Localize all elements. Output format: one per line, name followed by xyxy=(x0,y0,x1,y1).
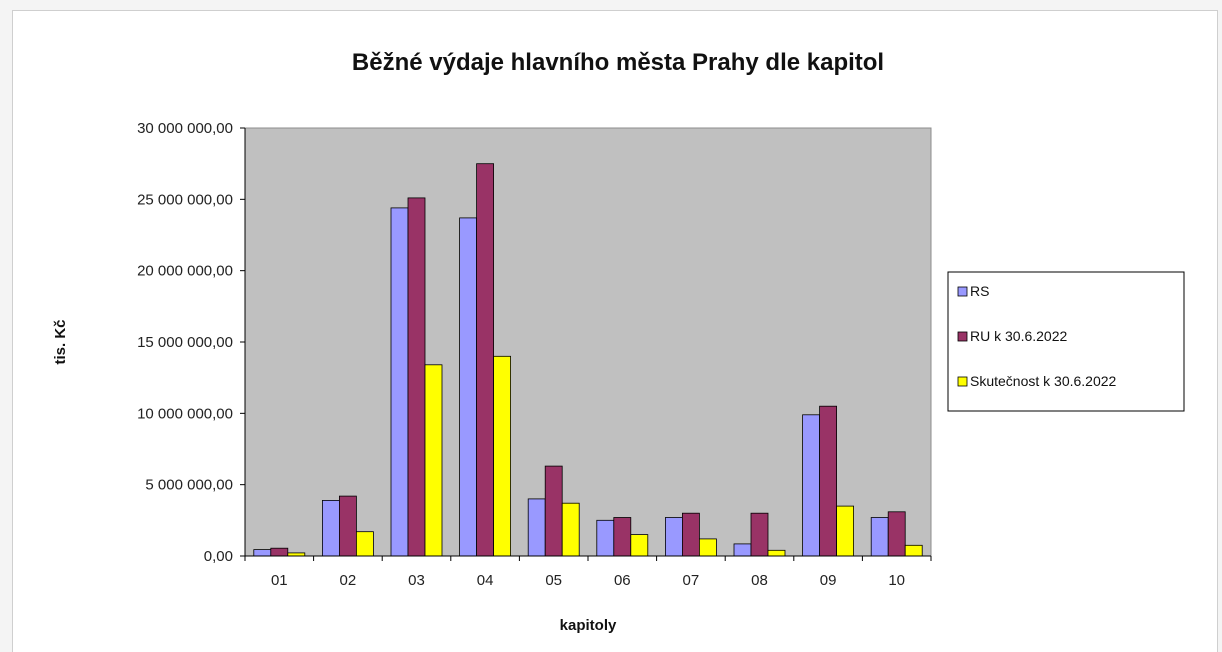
bar-series-2-cat-01 xyxy=(270,547,289,557)
legend-items: RS RU k 30.6.2022 Skutečnost k 30.6.2022 xyxy=(957,283,1117,389)
bar-series-1-cat-10 xyxy=(870,517,889,557)
y-tick-label: 5 000 000,00 xyxy=(145,477,233,494)
legend-label-1: RS xyxy=(970,283,989,299)
x-tick-label: 04 xyxy=(477,572,494,589)
bar-series-3-cat-02 xyxy=(355,531,374,557)
bar-series-1-cat-02 xyxy=(321,499,340,557)
x-tick-label: 10 xyxy=(888,572,905,589)
legend-swatch-3 xyxy=(957,376,968,387)
bar-series-3-cat-04 xyxy=(493,355,512,557)
y-tick-label: 20 000 000,00 xyxy=(137,263,233,280)
x-tick-label: 05 xyxy=(545,572,562,589)
bar-series-2-cat-08 xyxy=(750,512,769,557)
bar-series-2-cat-03 xyxy=(407,197,426,557)
bar-series-3-cat-03 xyxy=(424,364,443,557)
x-tick-label: 08 xyxy=(751,572,768,589)
x-tick-label: 07 xyxy=(683,572,700,589)
y-axis-label: tis. Kč xyxy=(52,319,69,364)
legend-box xyxy=(947,271,1185,412)
bar-series-3-cat-08 xyxy=(767,549,786,557)
bar-series-3-cat-10 xyxy=(904,544,923,557)
legend-label-2: RU k 30.6.2022 xyxy=(970,328,1067,344)
bar-series-3-cat-07 xyxy=(699,538,717,557)
bar-series-3-cat-06 xyxy=(630,534,649,557)
legend: RS RU k 30.6.2022 Skutečnost k 30.6.2022 xyxy=(947,271,1185,412)
bar-series-1-cat-04 xyxy=(459,217,478,557)
chart-title: Běžné výdaje hlavního města Prahy dle ka… xyxy=(352,49,884,76)
bar-series-2-cat-05 xyxy=(544,465,563,557)
legend-swatch-1 xyxy=(957,286,968,297)
y-tick-label: 30 000 000,00 xyxy=(137,120,233,137)
bar-series-1-cat-05 xyxy=(527,498,546,557)
bars-layer xyxy=(253,163,923,557)
x-tick-label: 02 xyxy=(340,572,357,589)
bar-series-1-cat-09 xyxy=(802,414,820,557)
x-tick-label: 03 xyxy=(408,572,425,589)
y-tick-label: 10 000 000,00 xyxy=(137,405,233,422)
bar-series-2-cat-04 xyxy=(476,163,495,557)
y-tick-label: 0,00 xyxy=(204,548,233,565)
y-tick-label: 25 000 000,00 xyxy=(137,191,233,208)
legend-swatch-2 xyxy=(957,331,968,342)
bar-series-2-cat-10 xyxy=(887,511,906,557)
x-tick-label: 01 xyxy=(271,572,288,589)
bar-series-1-cat-03 xyxy=(390,207,409,557)
ticks-layer: 0,00 5 000 000,00 10 000 000,00 15 000 000,… xyxy=(137,120,932,589)
bar-series-2-cat-06 xyxy=(613,517,632,557)
bar-series-2-cat-02 xyxy=(338,495,357,557)
bar-series-2-cat-09 xyxy=(819,405,837,557)
bar-series-1-cat-07 xyxy=(665,517,683,557)
bar-series-1-cat-08 xyxy=(733,543,752,557)
bar-series-2-cat-07 xyxy=(682,512,700,557)
bar-series-3-cat-09 xyxy=(836,505,854,557)
x-axis-label: kapitoly xyxy=(560,617,617,634)
bar-series-1-cat-01 xyxy=(253,549,272,557)
legend-label-3: Skutečnost k 30.6.2022 xyxy=(970,373,1117,389)
x-tick-label: 09 xyxy=(820,572,837,589)
bar-series-3-cat-05 xyxy=(561,502,580,557)
x-tick-label: 06 xyxy=(614,572,631,589)
y-tick-label: 15 000 000,00 xyxy=(137,334,233,351)
bar-series-1-cat-06 xyxy=(596,519,615,557)
